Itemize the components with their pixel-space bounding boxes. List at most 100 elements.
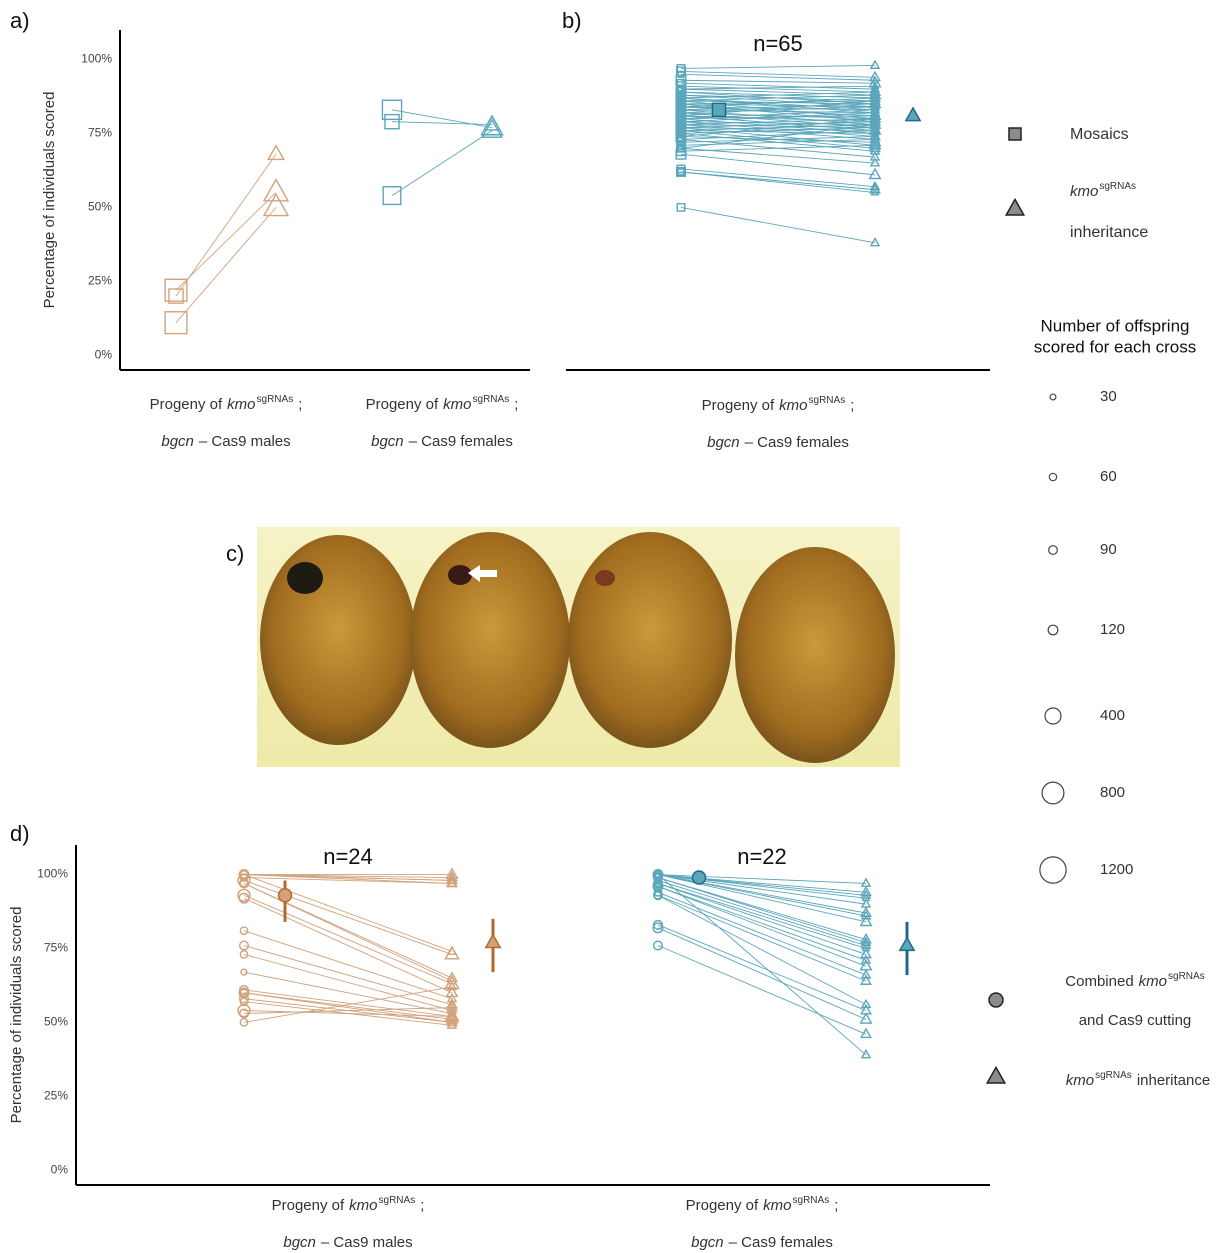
y-tick-label: 100% <box>81 52 112 66</box>
triangle-marker <box>264 180 288 201</box>
label-part: sgRNAs <box>793 1195 830 1206</box>
pair-line <box>658 883 866 948</box>
pair-line <box>244 946 452 1005</box>
pair-line <box>658 928 866 1020</box>
eye <box>287 562 323 594</box>
label-part: – Cas9 females <box>745 434 849 451</box>
pair-line <box>681 74 875 80</box>
size-legend-label: 120 <box>1100 621 1125 638</box>
label-part: – Cas9 females <box>409 433 513 450</box>
triangle-marker <box>268 146 284 160</box>
label: kmosgRNAs <box>1070 181 1136 200</box>
pupa <box>410 532 570 748</box>
label-part: kmo <box>227 396 255 413</box>
panel-label: b) <box>562 8 582 33</box>
triangle-marker <box>484 116 500 130</box>
label-part: bgcn <box>707 434 740 451</box>
triangle-marker <box>264 194 288 215</box>
label: Combined kmosgRNAs <box>1065 971 1204 990</box>
size-legend-marker <box>1040 857 1066 883</box>
panel-label: c) <box>226 541 244 566</box>
label-part: Progeny of <box>366 396 439 413</box>
size-legend-label: 60 <box>1100 468 1117 485</box>
y-axis-title: Percentage of individuals scored <box>41 92 58 309</box>
y-tick-label: 0% <box>51 1162 69 1176</box>
triangle-marker <box>862 879 870 886</box>
triangle-marker <box>870 169 881 178</box>
size-legend-label: 1200 <box>1100 861 1133 878</box>
label-part: ; <box>298 396 302 413</box>
pair-line <box>681 65 875 68</box>
size-legend-label: 800 <box>1100 784 1125 801</box>
triangle-marker <box>900 938 914 951</box>
pair-line <box>658 895 866 1004</box>
triangle-marker <box>862 1050 870 1057</box>
label-part: Progeny of <box>686 1197 759 1214</box>
label-part: Combined <box>1065 973 1133 990</box>
triangle-marker <box>1006 199 1024 215</box>
y-tick-label: 0% <box>95 347 113 361</box>
pair-line <box>244 931 452 999</box>
pair-line <box>658 875 866 1055</box>
pair-line <box>658 886 866 960</box>
circle-marker <box>989 993 1003 1007</box>
label: Progeny ofkmosgRNAs; <box>272 1195 425 1214</box>
label-part: ; <box>514 396 518 413</box>
eye <box>595 570 615 586</box>
label-part: – Cas9 females <box>729 1234 833 1251</box>
pair-line <box>658 946 866 1035</box>
y-tick-label: 50% <box>44 1015 68 1029</box>
group-title: n=24 <box>323 844 373 869</box>
y-tick-label: 75% <box>88 126 112 140</box>
size-legend-label: 400 <box>1100 707 1125 724</box>
pair-line <box>392 131 492 196</box>
triangle-marker <box>486 935 500 948</box>
label-part: Progeny of <box>702 397 775 414</box>
label: Progeny ofkmosgRNAs; <box>686 1195 839 1214</box>
pair-line <box>658 892 866 975</box>
label-part: sgRNAs <box>809 395 846 406</box>
label-part: sgRNAs <box>1168 971 1205 982</box>
label-part: sgRNAs <box>379 1195 416 1206</box>
panel-label: d) <box>10 821 30 846</box>
label-part: ; <box>420 1197 424 1214</box>
size-legend-marker <box>1042 782 1064 804</box>
circle-marker <box>279 889 292 902</box>
label-part: Progeny of <box>150 396 223 413</box>
y-tick-label: 50% <box>88 200 112 214</box>
label-part: bgcn <box>161 433 194 450</box>
pair-line <box>244 883 452 981</box>
pair-line <box>392 122 492 125</box>
label-part: sgRNAs <box>1099 181 1136 192</box>
label-part: ; <box>850 397 854 414</box>
label-part: – Cas9 males <box>199 433 291 450</box>
label-part: inheritance <box>1137 1072 1210 1089</box>
legend-title: scored for each cross <box>1034 337 1197 356</box>
square-marker <box>713 103 726 116</box>
label-part: kmo <box>1139 973 1167 990</box>
size-legend-label: 90 <box>1100 541 1117 558</box>
label-part: Progeny of <box>272 1197 345 1214</box>
label: bgcn – Cas9 males <box>161 433 290 450</box>
size-legend-marker <box>1045 708 1061 724</box>
label: kmosgRNAsinheritance <box>1066 1070 1210 1089</box>
group-title: n=65 <box>753 31 803 56</box>
label: bgcn– Cas9 females <box>371 433 513 450</box>
label-part: kmo <box>1066 1072 1094 1089</box>
y-tick-label: 100% <box>37 867 68 881</box>
triangle-marker <box>861 1014 872 1023</box>
pupa <box>735 547 895 763</box>
y-tick-label: 25% <box>88 273 112 287</box>
label-part: ; <box>834 1197 838 1214</box>
label-part: bgcn <box>691 1234 724 1251</box>
pair-line <box>681 80 875 83</box>
label: bgcn – Cas9 females <box>691 1234 833 1251</box>
pair-line <box>244 987 452 1022</box>
label-part: kmo <box>779 397 807 414</box>
panel-label: a) <box>10 8 30 33</box>
figure: c) a) 0% 25% 50% 75% 100% Percentage of indivi… <box>0 0 1225 1253</box>
legend-label: Mosaics <box>1070 126 1129 143</box>
square-marker <box>1009 128 1021 140</box>
label: bgcn – Cas9 females <box>707 434 849 451</box>
